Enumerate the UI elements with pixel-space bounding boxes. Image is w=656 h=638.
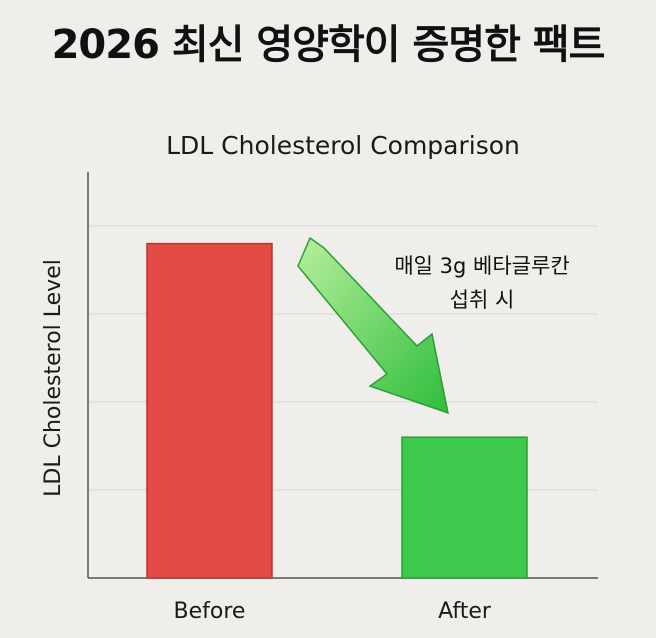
x-tick-label: Before [174, 599, 246, 624]
bar-before [146, 242, 273, 579]
annotation-line-2: 섭취 시 [450, 288, 515, 312]
down-arrow-icon [297, 236, 449, 415]
headline: 2026 최신 영양학이 증명한 팩트 [51, 22, 606, 68]
bar-after [401, 436, 528, 579]
annotation-line-1: 매일 3g 베타글루칸 [394, 254, 569, 278]
x-tick-label: After [438, 599, 492, 624]
y-axis-label: LDL Cholesterol Level [41, 259, 66, 497]
chart-title: LDL Cholesterol Comparison [166, 131, 520, 160]
